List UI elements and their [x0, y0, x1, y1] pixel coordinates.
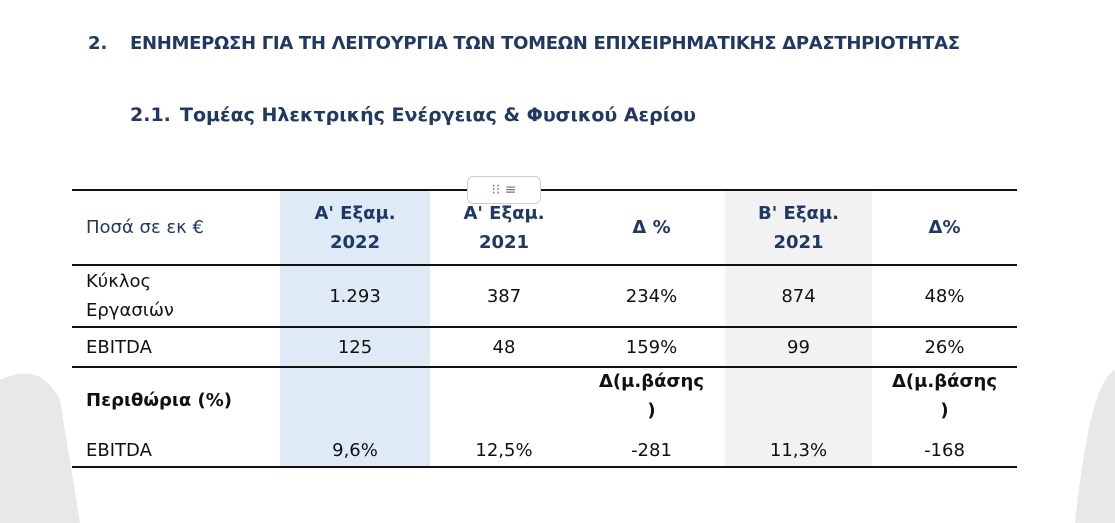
row-rule	[72, 326, 1017, 328]
cell-text: 159%	[625, 336, 678, 358]
table-cell: 48%	[872, 265, 1017, 327]
cell-text: 125	[337, 336, 373, 358]
cell-text: -168	[924, 439, 965, 461]
cell-text: -281	[631, 439, 672, 461]
table-cell: 1.293	[280, 265, 430, 327]
table-cell	[725, 367, 872, 433]
cell-text: 9,6%	[332, 439, 378, 461]
table-cell: EBITDA	[86, 433, 280, 467]
table-cell: 387	[430, 265, 578, 327]
subheading-text: Τομέας Ηλεκτρικής Ενέργειας & Φυσικού Αε…	[180, 104, 697, 126]
heading-text: ΕΝΗΜΕΡΩΣΗ ΓΙΑ ΤΗ ΛΕΙΤΟΥΡΓΙΑ ΤΩΝ ΤΟΜΕΩΝ Ε…	[130, 33, 960, 54]
cell-text: 99	[787, 336, 810, 358]
cell-text: )	[647, 400, 656, 421]
cell-text: )	[940, 400, 949, 421]
table-cell: Ποσά σε εκ €	[86, 190, 280, 265]
table-cell: Α' Εξαμ. 2022	[280, 190, 430, 265]
table-cell: Περιθώρια (%)	[86, 367, 280, 433]
table-cell	[430, 367, 578, 433]
column-highlight	[725, 190, 872, 467]
cell-text: 2021	[773, 231, 824, 253]
table-cell: Δ(μ.βάσης)	[578, 367, 725, 433]
cell-text: Περιθώρια (%)	[86, 389, 233, 411]
table-cell: 125	[280, 327, 430, 367]
table-cell	[280, 367, 430, 433]
row-rule	[72, 189, 1017, 191]
cell-text: Δ(μ.βάσης	[599, 371, 704, 392]
table-cell: 9,6%	[280, 433, 430, 467]
table-cell: 26%	[872, 327, 1017, 367]
row-rule	[72, 366, 1017, 368]
cell-text: Δ %	[632, 217, 671, 238]
cell-text: Δ(μ.βάσης	[892, 371, 997, 392]
cell-text: EBITDA	[86, 336, 152, 358]
table-cell: Κύκλος Εργασιών	[86, 265, 280, 327]
row-rule	[72, 264, 1017, 266]
cell-text: 11,3%	[769, 439, 828, 461]
table-cell: 48	[430, 327, 578, 367]
cell-text: Εργασιών	[86, 300, 174, 321]
cell-text: 387	[486, 285, 522, 307]
table-cell: 159%	[578, 327, 725, 367]
table-cell: 874	[725, 265, 872, 327]
table-cell: Δ(μ.βάσης)	[872, 367, 1017, 433]
table-cell: -281	[578, 433, 725, 467]
cell-text: Α' Εξαμ.	[314, 202, 396, 224]
table-cell: Δ %	[578, 190, 725, 265]
swoosh-right	[1075, 370, 1115, 523]
table-cell: 12,5%	[430, 433, 578, 467]
cell-text: EBITDA	[86, 439, 152, 461]
cell-text: Κύκλος	[86, 271, 152, 292]
cell-text: 874	[781, 285, 816, 307]
cell-text: Β' Εξαμ.	[758, 202, 839, 224]
cell-text: 48%	[924, 285, 965, 307]
table-cell: Α' Εξαμ. 2021	[430, 190, 578, 265]
cell-text: 2022	[329, 231, 381, 253]
cell-text: Ποσά σε εκ €	[86, 217, 204, 238]
table-cell: 234%	[578, 265, 725, 327]
cell-text: 1.293	[329, 285, 381, 307]
cell-text: 12,5%	[475, 439, 533, 461]
subheading-number: 2.1.	[130, 104, 171, 126]
table-cell: Β' Εξαμ. 2021	[725, 190, 872, 265]
table-cell: 99	[725, 327, 872, 367]
cell-text: 26%	[924, 336, 965, 358]
table-cell: 11,3%	[725, 433, 872, 467]
cell-text: 2021	[478, 231, 530, 253]
table-toolbar[interactable]: ⁝⁝ ≡	[467, 176, 541, 204]
cell-text: Α' Εξαμ.	[463, 202, 545, 224]
swoosh-left	[0, 373, 80, 523]
cell-text: 48	[492, 336, 516, 358]
table-cell: -168	[872, 433, 1017, 467]
row-rule	[72, 466, 1017, 468]
cell-text: 234%	[625, 285, 678, 307]
heading-number: 2.	[88, 33, 108, 54]
cell-text: Δ%	[928, 217, 961, 238]
table-cell: EBITDA	[86, 327, 280, 367]
column-highlight	[280, 190, 430, 467]
table-cell: Δ%	[872, 190, 1017, 265]
